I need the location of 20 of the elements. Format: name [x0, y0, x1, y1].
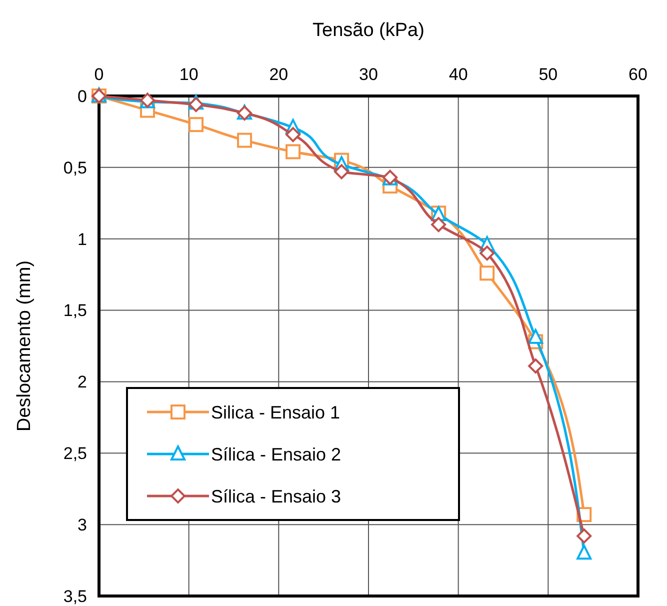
legend-label: Silica - Ensaio 1 [211, 402, 340, 422]
legend-label: Sílica - Ensaio 2 [211, 444, 342, 464]
y-axis-title: Deslocamento (mm) [14, 260, 35, 432]
x-tick-label: 30 [359, 65, 378, 84]
y-tick-label: 3 [78, 516, 87, 535]
y-tick-label: 0,5 [63, 158, 87, 178]
legend-label: Sílica - Ensaio 3 [211, 486, 342, 506]
x-tick-label: 0 [94, 65, 104, 84]
x-tick-label: 20 [269, 65, 288, 84]
y-tick-label: 2,5 [63, 444, 87, 464]
x-axis-title: Tensão (kPa) [312, 20, 424, 41]
x-tick-label: 60 [628, 65, 648, 84]
y-tick-label: 1,5 [63, 301, 87, 320]
x-tick-label: 50 [538, 65, 558, 84]
x-tick-label: 40 [448, 65, 468, 84]
x-tick-label: 10 [179, 65, 198, 84]
y-tick-label: 0 [78, 86, 87, 106]
y-tick-label: 3,5 [63, 586, 87, 606]
y-tick-label: 1 [78, 230, 87, 249]
y-tick-label: 2 [78, 372, 87, 392]
